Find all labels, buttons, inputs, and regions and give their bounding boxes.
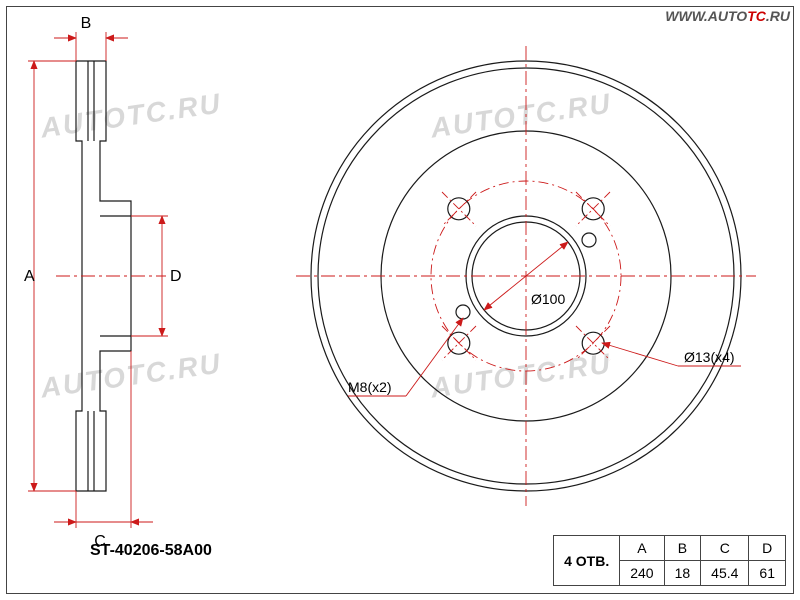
label-bolt-dia: Ø13(x4) [684,349,735,365]
face-view [296,46,756,506]
holes-label: 4 ОТВ. [554,536,620,586]
col-B: B [664,536,701,561]
dim-label-D: D [170,268,182,285]
side-view [56,61,166,491]
val-D: 61 [749,561,786,586]
technical-drawing: A B C D Ø100 Ø13(x4) M8(x2) [6,6,794,594]
col-C: C [701,536,749,561]
dimension-table: 4 ОТВ. A B C D 240 18 45.4 61 [553,535,786,586]
label-m8: M8(x2) [348,379,392,395]
label-center-dia: Ø100 [531,291,565,307]
col-A: A [620,536,664,561]
dim-label-A: A [24,268,35,285]
col-D: D [749,536,786,561]
val-C: 45.4 [701,561,749,586]
val-A: 240 [620,561,664,586]
part-number: ST-40206-58A00 [90,542,212,560]
dim-label-B: B [81,15,92,32]
val-B: 18 [664,561,701,586]
